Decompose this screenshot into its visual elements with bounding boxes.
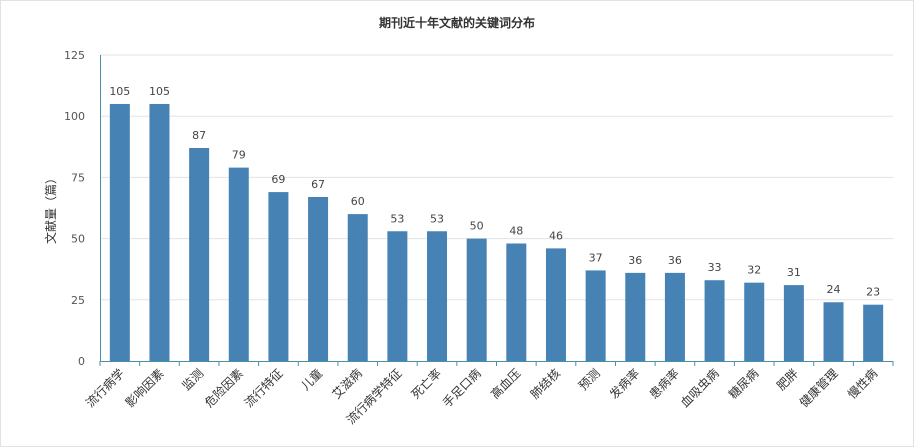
x-tick-label: 健康管理 [796,366,841,411]
bar [625,272,646,361]
x-tick-label: 流行特征 [241,366,286,411]
bar [783,285,804,361]
data-label: 87 [192,129,206,142]
y-tick-label: 25 [71,294,85,307]
x-tick-label: 糖尿病 [725,366,761,402]
data-labels: 105 105 87 79 69 67 60 53 53 50 48 46 37 36 36 33 32 31 24… [109,85,880,299]
x-tick-label: 死亡率 [408,366,444,402]
bar [863,304,884,361]
x-tick-label: 儿童 [298,366,326,394]
x-tick-label: 危险因素 [201,366,246,411]
data-label: 48 [509,224,523,237]
x-tick-label: 手足口病 [439,366,484,411]
data-label: 53 [390,212,404,225]
chart-title: 期刊近十年文献的关键词分布 [378,16,535,30]
data-label: 79 [232,149,246,162]
data-label: 105 [109,85,130,98]
data-label: 69 [271,173,285,186]
data-label: 105 [149,85,170,98]
bar [387,231,408,361]
bar [149,103,170,362]
data-label: 53 [430,212,444,225]
x-tick-label: 患病率 [646,366,682,402]
y-tick-label: 0 [78,355,85,368]
bar [704,280,725,361]
data-label: 24 [827,283,841,296]
x-tick-label: 影响因素 [122,366,167,411]
bar [506,243,527,361]
data-label: 36 [628,254,642,267]
bar [545,248,566,361]
bar [347,214,368,361]
data-label: 60 [351,195,365,208]
bar [308,196,329,361]
data-label: 67 [311,178,325,191]
data-label: 33 [708,261,722,274]
x-tick-label: 发病率 [606,366,642,402]
data-label: 31 [787,266,801,279]
x-tick-label: 高血压 [487,366,523,402]
x-axis-labels: 流行病学影响因素 监测危险因素流行特征 儿童 艾滋病流行病学特征 死亡率手足口病 高血压肺… [82,361,894,427]
x-tick-label: 血吸虫病 [677,366,722,411]
bar [664,272,685,361]
x-tick-label: 肥胖 [774,366,801,393]
gridlines [100,54,893,301]
bar [268,192,289,361]
y-tick-label: 125 [64,49,85,62]
bar [109,103,130,362]
y-tick-label: 75 [71,171,85,184]
data-label: 50 [470,220,484,233]
data-label: 46 [549,229,563,242]
data-label: 37 [589,251,603,264]
bar [427,231,448,361]
x-tick-label: 流行病学 [82,366,127,411]
data-label: 36 [668,254,682,267]
bar [189,148,210,361]
x-tick-label: 慢性病 [844,366,880,402]
y-tick-label: 50 [71,233,85,246]
data-label: 23 [866,286,880,299]
x-tick-label: 监测 [179,366,206,393]
y-tick-label: 100 [64,110,85,123]
bar [585,270,606,361]
y-axis-label: 文献量（篇） [43,172,58,244]
y-axis-ticks: 0 25 50 75 100 125 [64,49,85,368]
x-tick-label: 艾滋病 [329,366,365,402]
bars [109,103,884,362]
x-tick-label: 预测 [576,366,603,393]
bar [744,282,765,361]
bar [823,302,844,361]
x-tick-label: 肺结核 [528,366,563,401]
bar [466,238,487,361]
data-label: 32 [747,264,761,277]
bar [228,167,249,361]
